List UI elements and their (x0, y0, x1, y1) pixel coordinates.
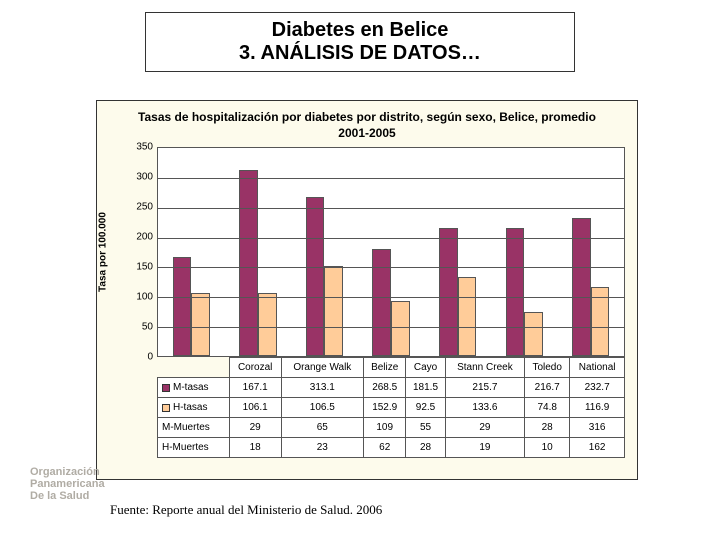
table-cell: 62 (364, 438, 406, 458)
table-col-header: Stann Creek (445, 358, 524, 378)
table-row-label: M-tasas (173, 382, 209, 393)
table-blank-corner (158, 358, 230, 378)
table-cell: 216.7 (525, 378, 570, 398)
table-col-header: Cayo (406, 358, 445, 378)
table-cell: 28 (525, 418, 570, 438)
slide-title-box: Diabetes en Belice 3. ANÁLISIS DE DATOS… (145, 12, 575, 72)
chart-ytick: 50 (142, 322, 153, 333)
slide-title-line2: 3. ANÁLISIS DE DATOS… (154, 42, 566, 65)
chart-gridline (158, 267, 624, 268)
chart-bar (306, 197, 325, 357)
chart-gridline (158, 208, 624, 209)
table-cell: 152.9 (364, 398, 406, 418)
chart-bar (572, 218, 591, 356)
table-row-label: H-tasas (173, 402, 207, 413)
table-cell: 29 (445, 418, 524, 438)
chart-ytick: 250 (136, 202, 153, 213)
table-cell: 106.5 (281, 398, 364, 418)
table-cell: 268.5 (364, 378, 406, 398)
chart-ytick: 200 (136, 232, 153, 243)
chart-caption: Tasas de hospitalización por diabetes po… (97, 101, 637, 147)
table-cell: 167.1 (229, 378, 281, 398)
chart-bar (524, 312, 543, 356)
chart-bar (239, 170, 258, 356)
chart-categories (158, 148, 624, 356)
chart-category (358, 148, 425, 356)
table-cell: 313.1 (281, 378, 364, 398)
table-cell: 74.8 (525, 398, 570, 418)
table-row-header: H-Muertes (158, 438, 230, 458)
chart-plot-row: Tasa por 100.000 050100150200250300350 (97, 147, 637, 357)
table-col-header: Corozal (229, 358, 281, 378)
table-cell: 10 (525, 438, 570, 458)
chart-ytick: 350 (136, 142, 153, 153)
chart-bar (439, 228, 458, 356)
table-cell: 92.5 (406, 398, 445, 418)
table-row-label: H-Muertes (162, 442, 209, 453)
table-cell: 215.7 (445, 378, 524, 398)
table-row-header: M-Muertes (158, 418, 230, 438)
table-cell: 316 (570, 418, 625, 438)
table-cell: 116.9 (570, 398, 625, 418)
table-col-header: Toledo (525, 358, 570, 378)
chart-category (557, 148, 624, 356)
table-row-header: M-tasas (158, 378, 230, 398)
chart-frame: Tasas de hospitalización por diabetes po… (96, 100, 638, 480)
table-cell: 29 (229, 418, 281, 438)
chart-gridline (158, 327, 624, 328)
org-line1: Organización (30, 466, 105, 478)
chart-category (291, 148, 358, 356)
chart-ytick: 150 (136, 262, 153, 273)
table-cell: 162 (570, 438, 625, 458)
chart-ytick: 100 (136, 292, 153, 303)
table-cell: 232.7 (570, 378, 625, 398)
table-cell: 19 (445, 438, 524, 458)
org-attribution: Organización Panamericana De la Salud (30, 466, 105, 502)
chart-category (158, 148, 225, 356)
chart-ylabel-cell: Tasa por 100.000 (97, 147, 127, 357)
org-line3: De la Salud (30, 490, 105, 502)
table-cell: 106.1 (229, 398, 281, 418)
table-col-header: Orange Walk (281, 358, 364, 378)
chart-gridline (158, 297, 624, 298)
chart-bar (258, 293, 277, 356)
slide-title-line1: Diabetes en Belice (154, 19, 566, 42)
org-line2: Panamericana (30, 478, 105, 490)
table-col-header: Belize (364, 358, 406, 378)
chart-ytick: 300 (136, 172, 153, 183)
chart-bar (191, 293, 210, 356)
table-row-header: H-tasas (158, 398, 230, 418)
table-cell: 55 (406, 418, 445, 438)
table-cell: 18 (229, 438, 281, 458)
table-cell: 181.5 (406, 378, 445, 398)
chart-category (424, 148, 491, 356)
table-row-label: M-Muertes (162, 422, 210, 433)
chart-bar (506, 228, 525, 357)
chart-gridline (158, 178, 624, 179)
table-col-header: National (570, 358, 625, 378)
table-cell: 109 (364, 418, 406, 438)
chart-category (225, 148, 292, 356)
table-cell: 133.6 (445, 398, 524, 418)
chart-bar (458, 277, 477, 356)
chart-bar (324, 266, 343, 357)
chart-data-table: CorozalOrange WalkBelizeCayoStann CreekT… (157, 357, 625, 458)
table-cell: 65 (281, 418, 364, 438)
chart-bar (173, 257, 192, 356)
legend-swatch (162, 404, 170, 412)
source-line: Fuente: Reporte anual del Ministerio de … (110, 502, 382, 518)
chart-gridline (158, 238, 624, 239)
chart-bar (391, 301, 410, 356)
legend-swatch (162, 384, 170, 392)
chart-category (491, 148, 558, 356)
chart-ylabel: Tasa por 100.000 (98, 212, 109, 292)
table-cell: 23 (281, 438, 364, 458)
chart-bar (372, 249, 391, 357)
table-cell: 28 (406, 438, 445, 458)
chart-yticks: 050100150200250300350 (127, 147, 157, 357)
chart-plot-area (157, 147, 625, 357)
chart-ytick: 0 (147, 352, 153, 363)
